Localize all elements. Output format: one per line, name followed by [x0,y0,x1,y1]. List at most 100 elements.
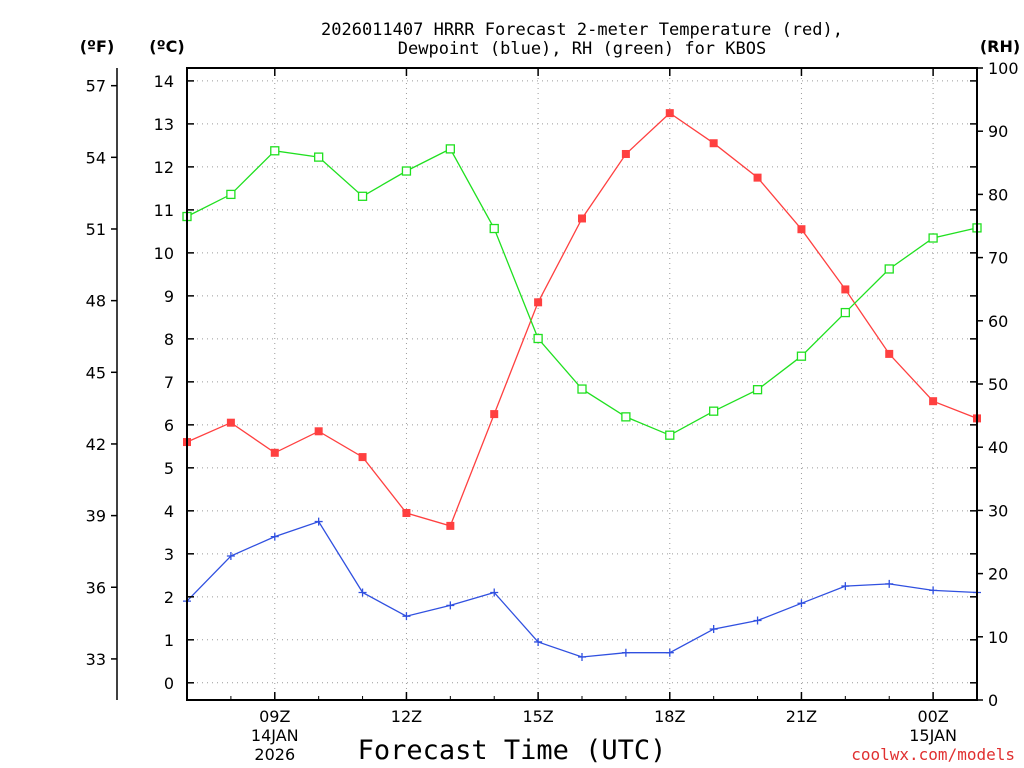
dewpoint-point [885,579,894,588]
2-meter-temperature-point [885,349,894,358]
rh-tick-label: 0 [988,691,998,710]
dewpoint-point [709,625,718,634]
dewpoint-point [929,586,938,595]
fahrenheit-tick-label: 39 [86,507,106,526]
rh-tick-label: 10 [988,628,1008,647]
rh-point [357,191,368,201]
2-meter-temperature-point [534,298,543,307]
rh-point [884,264,894,274]
celsius-tick-label: 11 [154,201,174,220]
rh-point [533,333,543,344]
rh-tick-label: 30 [988,501,1008,520]
x-tick-label: 12Z [391,707,422,726]
dewpoint-point [578,653,586,662]
celsius-tick-label: 5 [164,459,174,478]
rh-point [621,412,631,422]
2-meter-temperature-point [270,448,279,457]
fahrenheit-tick-label: 33 [86,650,106,669]
fahrenheit-unit-label: (ºF) [80,37,115,56]
dewpoint-point [402,612,411,621]
dewpoint-point [841,582,850,591]
celsius-tick-label: 10 [154,244,174,263]
x-tick-year-label: 2026 [254,745,295,764]
x-tick-label: 21Z [786,707,817,726]
dewpoint-line [186,520,978,658]
dewpoint-point [534,637,543,646]
2-meter-temperature-point [446,521,455,530]
credit-text: coolwx.com/models [851,745,1015,764]
fahrenheit-tick-label: 42 [86,435,106,454]
rh-tick-label: 100 [988,59,1019,78]
dewpoint-point [665,648,674,657]
x-tick-label: 09Z [259,707,290,726]
celsius-unit-label: (ºC) [149,37,184,56]
2-meter-temperature-point [753,173,762,182]
plot-frame [186,67,978,701]
fahrenheit-tick-label: 54 [86,148,106,167]
celsius-tick-label: 2 [164,588,174,607]
celsius-tick-label: 7 [164,373,174,392]
celsius-tick-label: 13 [154,115,174,134]
x-tick-label: 18Z [654,707,685,726]
rh-tick-label: 80 [988,185,1008,204]
celsius-tick-label: 1 [164,631,174,650]
rh-tick-label: 60 [988,312,1008,331]
rh-point [445,144,455,154]
rh-point [577,384,587,394]
2-meter-temperature-point [929,397,938,406]
rh-point [796,351,807,361]
x-tick-date-label: 15JAN [909,726,957,745]
rh-tick-label: 90 [988,122,1008,141]
dewpoint-point [358,588,367,597]
2-meter-temperature-line [186,112,978,527]
rh-point [665,430,675,440]
celsius-tick-label: 8 [164,330,174,349]
x-axis-title: Forecast Time (UTC) [358,735,667,766]
rh-point [314,152,324,162]
celsius-tick-label: 9 [164,287,174,306]
x-tick-label: 15Z [522,707,553,726]
fahrenheit-tick-label: 48 [86,292,106,311]
grid-lines [187,68,977,700]
axis-ticks: 0123456789101112131433363942454851545701… [86,59,1019,764]
rh-point [709,406,719,416]
2-meter-temperature-point [665,109,674,118]
celsius-tick-label: 3 [164,545,174,564]
celsius-tick-label: 4 [164,502,174,521]
2-meter-temperature-point [358,453,367,462]
x-tick-date-label: 14JAN [251,726,299,745]
rh-point [752,385,763,395]
dewpoint-point [797,599,806,608]
dewpoint-point [446,601,455,610]
series-layer [182,109,982,662]
rh-tick-label: 50 [988,375,1008,394]
rh-tick-label: 40 [988,438,1008,457]
celsius-tick-label: 14 [154,72,174,91]
rh-unit-label: (RH) [980,37,1020,56]
dewpoint-point [314,517,323,526]
rh-point [840,307,850,318]
2-meter-temperature-point [621,149,630,158]
fahrenheit-tick-label: 51 [86,220,106,239]
2-meter-temperature-point [709,139,718,148]
2-meter-temperature-point [314,427,323,436]
chart-title-line-2: Dewpoint (blue), RH (green) for KBOS [398,39,766,59]
celsius-tick-label: 0 [164,674,174,693]
celsius-tick-label: 12 [154,158,174,177]
2-meter-temperature-point [226,418,235,427]
rh-point [401,166,412,176]
fahrenheit-tick-label: 36 [86,578,106,597]
fahrenheit-tick-label: 57 [86,77,106,96]
fahrenheit-tick-label: 45 [86,363,106,382]
rh-tick-label: 20 [988,565,1008,584]
2-meter-temperature-point [402,508,411,517]
rh-point [489,223,499,234]
dewpoint-point [621,648,630,657]
dewpoint-point [226,551,235,560]
2-meter-temperature-point [490,410,499,419]
2-meter-temperature-point [578,214,586,223]
celsius-tick-label: 6 [164,416,174,435]
dewpoint-point [490,588,499,597]
rh-tick-label: 70 [988,249,1008,268]
